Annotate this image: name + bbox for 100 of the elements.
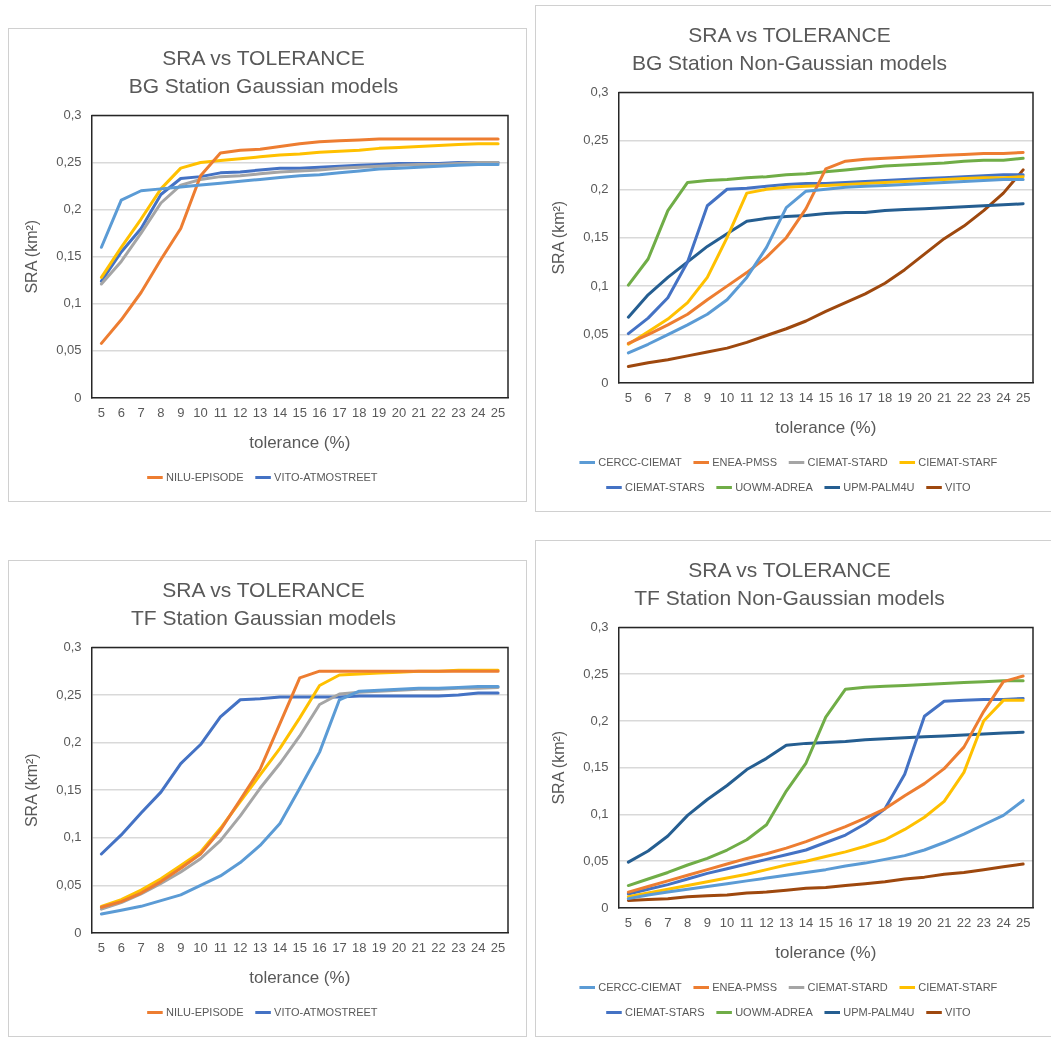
x-tick-label: 10 bbox=[719, 915, 735, 931]
x-tick-label: 25 bbox=[1015, 915, 1031, 931]
x-tick-label: 9 bbox=[703, 390, 711, 406]
legend-label: VITO-ATMOSTREET bbox=[274, 1005, 378, 1018]
legend-label: ENEA-PMSS bbox=[712, 455, 778, 468]
x-tick-label: 22 bbox=[956, 915, 972, 931]
x-tick-label: 14 bbox=[798, 390, 814, 406]
x-tick-label: 6 bbox=[644, 390, 652, 406]
x-tick-label: 5 bbox=[97, 940, 106, 956]
y-tick-label: 0,25 bbox=[583, 132, 609, 148]
chart-title: SRA vs TOLERANCE bbox=[688, 23, 891, 47]
legend-label: UOWM-ADREA bbox=[735, 480, 814, 493]
x-tick-label: 8 bbox=[683, 915, 692, 931]
x-tick-label: 11 bbox=[213, 940, 228, 956]
y-tick-label: 0,3 bbox=[63, 106, 82, 122]
x-tick-label: 25 bbox=[490, 405, 506, 421]
legend-label: CIEMAT-STARS bbox=[624, 1005, 705, 1018]
chart-title: SRA vs TOLERANCE bbox=[162, 578, 365, 602]
legend-label: CERCC-CIEMAT bbox=[598, 980, 682, 993]
y-tick-label: 0,2 bbox=[590, 712, 609, 728]
y-tick-label: 0 bbox=[74, 389, 82, 405]
x-tick-label: 21 bbox=[411, 405, 426, 421]
x-tick-label: 17 bbox=[332, 940, 347, 956]
y-tick-label: 0 bbox=[601, 374, 609, 390]
chart-subtitle: TF Station Gaussian models bbox=[131, 605, 396, 629]
y-tick-label: 0,15 bbox=[583, 759, 609, 775]
y-tick-label: 0 bbox=[601, 899, 609, 915]
x-tick-label: 18 bbox=[352, 940, 367, 956]
x-tick-label: 17 bbox=[332, 405, 347, 421]
x-tick-label: 8 bbox=[683, 390, 692, 406]
x-tick-label: 9 bbox=[703, 915, 711, 931]
x-tick-label: 19 bbox=[897, 390, 912, 406]
x-tick-label: 16 bbox=[838, 915, 853, 931]
y-tick-label: 0,1 bbox=[590, 806, 609, 822]
legend-label: CIEMAT-STARD bbox=[807, 455, 888, 468]
x-tick-label: 21 bbox=[936, 915, 952, 931]
x-tick-label: 5 bbox=[624, 915, 632, 931]
x-tick-label: 20 bbox=[391, 940, 407, 956]
x-tick-label: 22 bbox=[431, 405, 446, 421]
x-tick-label: 11 bbox=[213, 405, 228, 421]
x-axis-title: tolerance (%) bbox=[775, 943, 877, 963]
legend-label: NILU-EPISODE bbox=[165, 470, 244, 483]
x-tick-label: 15 bbox=[818, 915, 833, 931]
y-tick-label: 0,25 bbox=[56, 154, 82, 170]
x-tick-label: 22 bbox=[431, 940, 446, 956]
x-tick-label: 18 bbox=[877, 915, 893, 931]
legend-label: CIEMAT-STARD bbox=[807, 980, 888, 993]
x-tick-label: 11 bbox=[740, 390, 754, 406]
legend-label: UPM-PALM4U bbox=[843, 1005, 915, 1018]
x-tick-label: 23 bbox=[976, 390, 991, 406]
y-tick-label: 0,2 bbox=[590, 180, 609, 196]
x-tick-label: 12 bbox=[233, 405, 248, 421]
y-axis-title: SRA (km²) bbox=[550, 730, 568, 805]
x-tick-label: 5 bbox=[624, 390, 632, 406]
y-axis-title: SRA (km²) bbox=[23, 753, 41, 828]
legend-label: VITO bbox=[945, 480, 971, 493]
y-tick-label: 0,15 bbox=[56, 248, 82, 264]
x-axis-title: tolerance (%) bbox=[775, 418, 877, 438]
y-tick-label: 0,05 bbox=[56, 342, 82, 358]
x-tick-label: 20 bbox=[917, 390, 932, 406]
y-tick-label: 0,2 bbox=[63, 201, 82, 217]
x-tick-label: 16 bbox=[838, 390, 853, 406]
y-tick-label: 0 bbox=[74, 924, 82, 940]
x-tick-label: 11 bbox=[740, 915, 754, 931]
legend-label: VITO-ATMOSTREET bbox=[274, 470, 378, 483]
x-tick-label: 9 bbox=[177, 405, 185, 421]
legend-label: UPM-PALM4U bbox=[843, 480, 915, 493]
x-tick-label: 7 bbox=[137, 405, 145, 421]
x-tick-label: 14 bbox=[798, 915, 814, 931]
legend-label: CERCC-CIEMAT bbox=[598, 455, 682, 468]
x-tick-label: 7 bbox=[137, 940, 145, 956]
y-tick-label: 0,2 bbox=[63, 734, 82, 750]
x-axis-title: tolerance (%) bbox=[249, 433, 351, 453]
x-tick-label: 6 bbox=[117, 940, 125, 956]
chart-subtitle: TF Station Non-Gaussian models bbox=[634, 585, 945, 609]
x-tick-label: 25 bbox=[490, 940, 506, 956]
x-tick-label: 19 bbox=[371, 405, 387, 421]
y-tick-label: 0,1 bbox=[63, 295, 82, 311]
x-tick-label: 24 bbox=[471, 940, 486, 956]
x-tick-label: 8 bbox=[157, 405, 165, 421]
x-tick-label: 19 bbox=[371, 940, 387, 956]
x-tick-label: 12 bbox=[759, 390, 774, 406]
y-tick-label: 0,15 bbox=[56, 781, 82, 797]
y-tick-label: 0,1 bbox=[590, 277, 609, 293]
x-tick-label: 13 bbox=[252, 940, 268, 956]
x-tick-label: 8 bbox=[157, 940, 165, 956]
y-tick-label: 0,05 bbox=[583, 852, 609, 868]
y-tick-label: 0,05 bbox=[583, 326, 609, 342]
legend-label: CIEMAT-STARS bbox=[624, 480, 705, 493]
y-tick-label: 0,1 bbox=[63, 829, 82, 845]
y-tick-label: 0,15 bbox=[583, 229, 609, 245]
x-tick-label: 17 bbox=[857, 390, 873, 406]
legend-label: UOWM-ADREA bbox=[735, 1005, 814, 1018]
x-tick-label: 21 bbox=[936, 390, 952, 406]
chart-subtitle: BG Station Gaussian models bbox=[128, 73, 399, 97]
x-tick-label: 25 bbox=[1015, 390, 1031, 406]
x-tick-label: 20 bbox=[917, 915, 932, 931]
y-tick-label: 0,3 bbox=[63, 638, 82, 654]
y-tick-label: 0,3 bbox=[590, 83, 609, 99]
legend-label: NILU-EPISODE bbox=[165, 1005, 244, 1018]
